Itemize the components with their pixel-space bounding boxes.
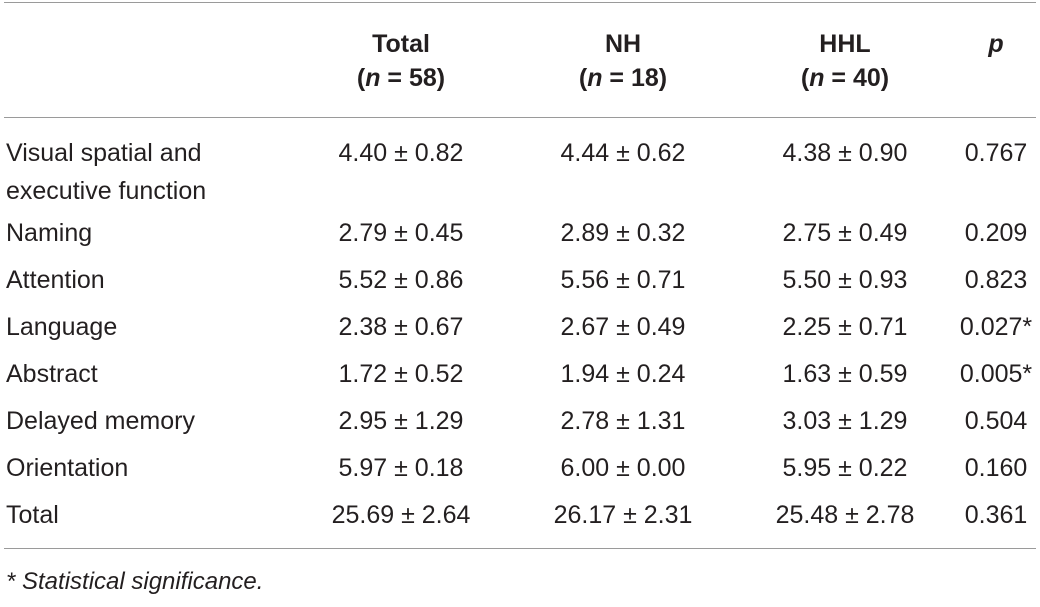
row-label: Orientation [6,454,129,482]
cell-total: 1.72 ± 0.52 [338,360,464,388]
cell-p: 0.361 [964,501,1028,529]
table-row: Naming 2.79 ± 0.45 2.89 ± 0.32 2.75 ± 0.… [4,210,1036,257]
cell-total: 5.97 ± 0.18 [338,454,464,482]
cell-hhl: 25.48 ± 2.78 [775,501,915,529]
cell-p: 0.027* [959,313,1033,341]
cell-nh: 1.94 ± 0.24 [560,360,686,388]
cell-nh: 2.89 ± 0.32 [560,219,686,247]
header-nh: NH (n = 18) [512,3,734,118]
cell-nh: 2.67 ± 0.49 [560,313,686,341]
cell-total: 2.38 ± 0.67 [338,313,464,341]
header-hhl-label: HHL [819,30,871,58]
row-label: Naming [6,219,93,247]
row-label: Delayed memory [6,407,195,435]
cell-nh: 4.44 ± 0.62 [560,139,686,167]
table-row: Attention 5.52 ± 0.86 5.56 ± 0.71 5.50 ±… [4,257,1036,304]
row-label: Attention [6,266,105,294]
cell-nh: 5.56 ± 0.71 [560,266,686,294]
cell-hhl: 5.50 ± 0.93 [782,266,908,294]
cell-total: 4.40 ± 0.82 [338,139,464,167]
row-label: Total [6,501,59,529]
header-total: Total (n = 58) [290,3,512,118]
table-header-row: Total (n = 58) NH (n = 18) HHL (n = 40) … [4,3,1036,118]
header-hhl: HHL (n = 40) [734,3,956,118]
cell-hhl: 2.25 ± 0.71 [782,313,908,341]
header-empty-cell [4,3,290,118]
results-table-container: Total (n = 58) NH (n = 18) HHL (n = 40) … [4,0,1036,549]
cell-p: 0.005* [959,360,1033,388]
header-hhl-n: (n = 40) [800,64,890,92]
table-row: Total 25.69 ± 2.64 26.17 ± 2.31 25.48 ± … [4,492,1036,548]
row-label: Visual spatial and executive function [6,139,207,205]
row-label: Abstract [6,360,98,388]
cell-total: 2.79 ± 0.45 [338,219,464,247]
table-row: Delayed memory 2.95 ± 1.29 2.78 ± 1.31 3… [4,398,1036,445]
header-total-n: (n = 58) [356,64,446,92]
table-body: Visual spatial and executive function 4.… [4,118,1036,549]
cell-nh: 26.17 ± 2.31 [553,501,693,529]
cell-p: 0.160 [964,454,1028,482]
header-nh-label: NH [604,30,642,58]
header-nh-n: (n = 18) [578,64,668,92]
cell-nh: 6.00 ± 0.00 [560,454,686,482]
cell-hhl: 1.63 ± 0.59 [782,360,908,388]
row-label: Language [6,313,118,341]
cell-total: 5.52 ± 0.86 [338,266,464,294]
table-footnote: * Statistical significance. [6,568,264,595]
table-top-rule [4,2,1036,3]
cell-total: 25.69 ± 2.64 [331,501,471,529]
cell-p: 0.504 [964,407,1028,435]
cell-hhl: 2.75 ± 0.49 [782,219,908,247]
header-p: p [988,30,1004,58]
moca-results-table: Total (n = 58) NH (n = 18) HHL (n = 40) … [4,3,1036,548]
cell-nh: 2.78 ± 1.31 [560,407,686,435]
cell-total: 2.95 ± 1.29 [338,407,464,435]
cell-hhl: 5.95 ± 0.22 [782,454,908,482]
table-bottom-rule [4,548,1036,549]
table-row: Language 2.38 ± 0.67 2.67 ± 0.49 2.25 ± … [4,304,1036,351]
cell-p: 0.767 [964,139,1028,167]
table-row: Abstract 1.72 ± 0.52 1.94 ± 0.24 1.63 ± … [4,351,1036,398]
cell-p: 0.209 [964,219,1028,247]
cell-hhl: 4.38 ± 0.90 [782,139,908,167]
header-total-label: Total [372,30,430,58]
cell-hhl: 3.03 ± 1.29 [782,407,908,435]
table-row: Orientation 5.97 ± 0.18 6.00 ± 0.00 5.95… [4,445,1036,492]
cell-p: 0.823 [964,266,1028,294]
table-row: Visual spatial and executive function 4.… [4,118,1036,211]
